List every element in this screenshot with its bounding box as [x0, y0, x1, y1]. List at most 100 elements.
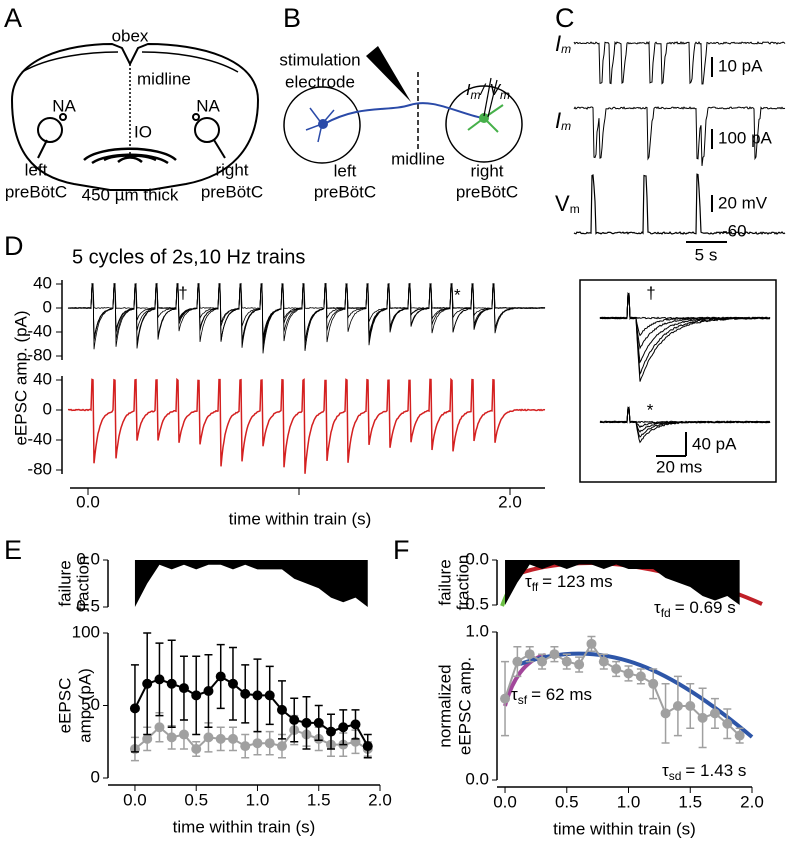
point — [635, 671, 646, 682]
point — [672, 701, 683, 711]
point — [301, 717, 312, 728]
point — [623, 668, 634, 679]
point — [129, 703, 140, 714]
label: NA — [196, 96, 220, 115]
label: right — [215, 160, 248, 179]
x-tick-label: 0.0 — [493, 792, 517, 811]
point — [338, 722, 349, 733]
label: † — [178, 283, 187, 302]
y-tick-label: 1.0 — [465, 621, 489, 640]
label: preBötC — [314, 182, 376, 201]
y-tick-label: 0.0 — [465, 769, 489, 788]
point — [709, 708, 720, 719]
point — [722, 718, 733, 729]
point — [276, 741, 287, 752]
annotation: τsf = 62 ms — [511, 685, 592, 707]
label: † — [646, 283, 655, 302]
point — [289, 715, 300, 725]
label: Im — [555, 108, 571, 133]
x-tick-label: 0.5 — [555, 792, 579, 811]
label: IO — [134, 122, 152, 141]
label: Vm — [555, 191, 580, 216]
point — [586, 638, 597, 649]
point — [685, 701, 696, 711]
point — [154, 674, 165, 685]
point — [154, 722, 165, 733]
label: 5 cycles of 2s,10 Hz trains — [72, 246, 305, 268]
label: midline — [391, 149, 445, 168]
point — [166, 732, 177, 743]
subscript: sd — [669, 769, 682, 783]
trace — [599, 406, 771, 444]
label: stimulation — [279, 50, 360, 69]
point — [252, 690, 263, 701]
panel-label: B — [283, 3, 301, 33]
y-tick-label: 0.0 — [465, 549, 489, 568]
x-tick-label: 1.5 — [307, 790, 331, 809]
label: 450 µm thick — [82, 185, 179, 204]
x-tick-label: 2.0 — [740, 792, 764, 811]
point — [203, 686, 214, 696]
text-part: = 62 ms — [531, 685, 592, 704]
label: preBötC — [5, 182, 67, 201]
text-part: τ — [654, 598, 661, 617]
label: 20 mV — [718, 193, 768, 212]
point — [313, 717, 324, 728]
label: 5 s — [695, 245, 718, 264]
y-tick-label: 0.0 — [76, 549, 100, 568]
subscript: ff — [532, 580, 539, 594]
annotation: τff = 123 ms — [525, 572, 613, 594]
label: NA — [52, 96, 76, 115]
point — [215, 671, 226, 682]
label: Im — [555, 31, 571, 56]
trace — [599, 292, 771, 320]
point — [500, 693, 511, 704]
point — [240, 688, 251, 699]
point — [574, 659, 585, 670]
text-part: = 123 ms — [542, 572, 612, 591]
y-tick-label: 40 — [33, 369, 52, 388]
y-tick-label: -80 — [27, 345, 52, 364]
trace — [573, 40, 786, 85]
failure-area — [134, 560, 368, 607]
trace — [599, 406, 771, 429]
subscript: m — [470, 88, 480, 102]
x-tick-label: 2.0 — [498, 492, 522, 511]
point — [611, 664, 622, 674]
point — [537, 656, 548, 667]
x-tick-label: 0.0 — [123, 790, 147, 809]
subscript: m — [500, 88, 510, 102]
point — [166, 678, 177, 689]
label: 40 pA — [692, 434, 737, 453]
subscript: sf — [518, 693, 528, 707]
label: 20 ms — [656, 457, 702, 476]
label: left — [25, 160, 48, 179]
text-part: V — [555, 191, 570, 216]
x-tick-label: 2.0 — [368, 790, 392, 809]
text-part: I — [555, 31, 561, 56]
x-tick-label: 0.5 — [184, 790, 208, 809]
point — [264, 690, 275, 701]
text-part: τ — [662, 761, 669, 780]
panel-label: C — [555, 3, 575, 33]
x-tick-label: 1.0 — [617, 792, 641, 811]
point — [240, 741, 251, 752]
x-tick-label: 1.5 — [678, 792, 702, 811]
point — [648, 678, 659, 689]
y-axis-label: failure — [55, 560, 74, 606]
label: electrode — [285, 72, 355, 91]
label: preBötC — [456, 182, 518, 201]
text-part: I — [555, 108, 561, 133]
label: * — [454, 285, 461, 304]
label: eEPSC amp. (pA) — [11, 310, 30, 445]
y-tick-label: -40 — [27, 321, 52, 340]
point — [524, 649, 535, 660]
point — [178, 729, 189, 740]
text-part: = 0.69 s — [675, 598, 736, 617]
y-tick-label: -80 — [27, 459, 52, 478]
slice-drawing — [10, 42, 260, 191]
x-tick-label: 1.0 — [246, 790, 270, 809]
trace — [599, 407, 771, 424]
